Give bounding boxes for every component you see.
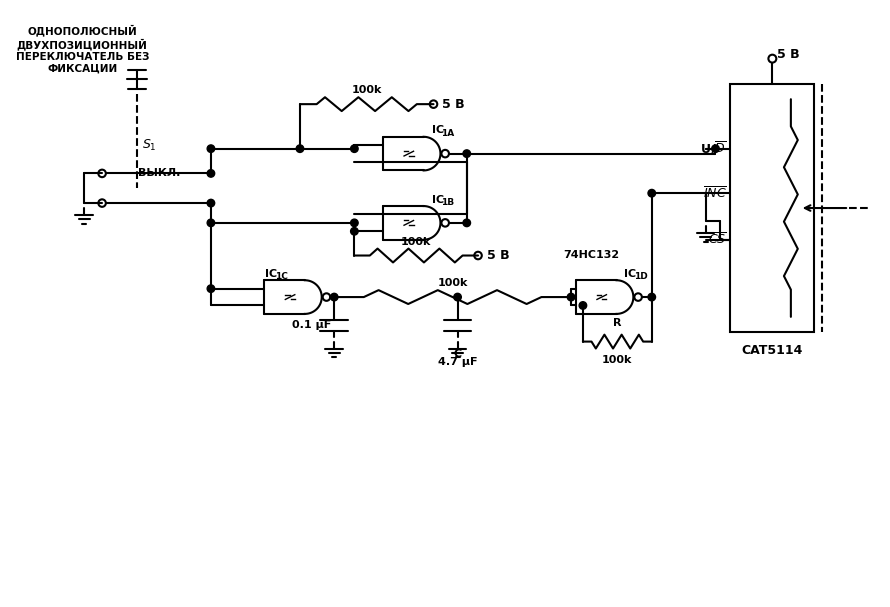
Circle shape xyxy=(567,293,575,301)
Circle shape xyxy=(207,145,214,152)
Text: 1B: 1B xyxy=(441,198,454,207)
Text: 4.7 μF: 4.7 μF xyxy=(438,358,477,367)
Circle shape xyxy=(207,285,214,293)
Text: ВЫКЛ.: ВЫКЛ. xyxy=(138,168,180,178)
Text: 1D: 1D xyxy=(634,273,648,281)
Circle shape xyxy=(207,219,214,226)
Circle shape xyxy=(454,293,461,301)
Circle shape xyxy=(648,293,656,301)
Text: IC: IC xyxy=(625,269,636,279)
Circle shape xyxy=(712,145,719,152)
Text: 1C: 1C xyxy=(275,273,287,281)
Text: CAT5114: CAT5114 xyxy=(741,344,803,356)
Text: 5 В: 5 В xyxy=(487,249,510,262)
Circle shape xyxy=(463,150,471,157)
Circle shape xyxy=(207,169,214,177)
Text: 100k: 100k xyxy=(352,86,382,95)
Circle shape xyxy=(463,219,471,226)
Text: 100k: 100k xyxy=(603,356,633,365)
Text: $S_1$: $S_1$ xyxy=(142,138,157,153)
Circle shape xyxy=(648,189,656,197)
Circle shape xyxy=(207,199,214,207)
Circle shape xyxy=(330,293,338,301)
Text: 1A: 1A xyxy=(441,129,454,138)
Circle shape xyxy=(579,302,587,309)
Circle shape xyxy=(351,145,358,152)
Text: 100k: 100k xyxy=(437,278,468,288)
Text: 5 В: 5 В xyxy=(442,98,465,110)
Text: IC: IC xyxy=(432,125,443,135)
Circle shape xyxy=(351,228,358,235)
Text: R: R xyxy=(613,317,621,328)
Text: 5 В: 5 В xyxy=(777,48,800,61)
Circle shape xyxy=(351,219,358,226)
Circle shape xyxy=(296,145,303,152)
Text: 100k: 100k xyxy=(401,237,432,246)
Text: C: C xyxy=(454,348,462,359)
Text: 74HC132: 74HC132 xyxy=(563,251,619,260)
Text: $\overline{CS}$: $\overline{CS}$ xyxy=(708,232,726,248)
Text: IC: IC xyxy=(432,195,443,205)
Text: $\overline{INC}$: $\overline{INC}$ xyxy=(702,186,726,201)
Text: U/$\overline{D}$: U/$\overline{D}$ xyxy=(700,140,726,157)
Text: 0.1 μF: 0.1 μF xyxy=(292,320,331,330)
Text: IC: IC xyxy=(265,269,278,279)
Text: ОДНОПОЛЮСНЫЙ
ДВУХПОЗИЦИОННЫЙ
ПЕРЕКЛЮЧАТЕЛЬ БЕЗ
ФИКСАЦИИ: ОДНОПОЛЮСНЫЙ ДВУХПОЗИЦИОННЫЙ ПЕРЕКЛЮЧАТЕ… xyxy=(16,25,149,73)
Bar xyxy=(731,84,814,331)
